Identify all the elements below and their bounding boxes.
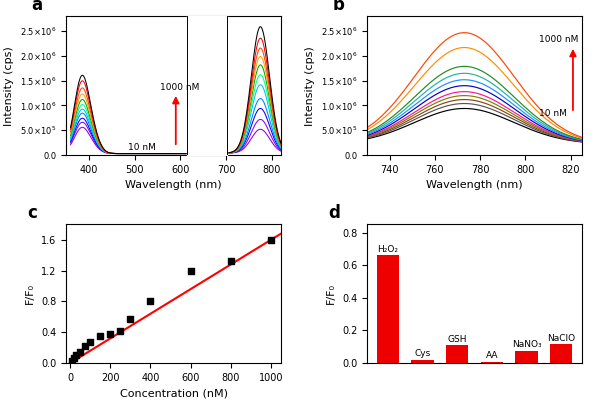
Bar <box>446 345 469 363</box>
Y-axis label: Intensity (cps): Intensity (cps) <box>4 46 14 126</box>
Text: a: a <box>32 0 43 13</box>
Point <box>69 355 79 361</box>
Bar <box>550 344 572 363</box>
Point <box>226 258 236 265</box>
Point <box>125 316 135 322</box>
Text: Cys: Cys <box>415 349 431 358</box>
Text: 1000 nM: 1000 nM <box>160 83 199 92</box>
Bar <box>481 362 503 363</box>
Bar <box>377 255 399 363</box>
Text: d: d <box>328 204 340 222</box>
Point <box>106 330 115 337</box>
Point <box>71 352 81 359</box>
Point <box>146 298 155 305</box>
Text: GSH: GSH <box>448 335 467 344</box>
Text: 1000 nM: 1000 nM <box>539 35 578 44</box>
Point <box>75 348 85 355</box>
Bar <box>411 359 434 363</box>
Text: H₂O₂: H₂O₂ <box>377 245 398 254</box>
Text: 10 nM: 10 nM <box>539 109 567 118</box>
Text: NaClO: NaClO <box>547 334 575 343</box>
X-axis label: Wavelength (nm): Wavelength (nm) <box>426 180 523 190</box>
X-axis label: Concentration (nM): Concentration (nM) <box>119 388 227 398</box>
Text: c: c <box>28 204 37 222</box>
Point <box>80 343 90 349</box>
Point <box>67 357 77 364</box>
Text: b: b <box>332 0 344 13</box>
Point <box>266 237 276 243</box>
Y-axis label: Intensity (cps): Intensity (cps) <box>305 46 316 126</box>
Bar <box>515 351 538 363</box>
Y-axis label: F/F₀: F/F₀ <box>326 283 337 304</box>
Text: 10 nM: 10 nM <box>128 143 155 152</box>
Y-axis label: F/F₀: F/F₀ <box>25 283 35 304</box>
X-axis label: Wavelength (nm): Wavelength (nm) <box>125 180 222 190</box>
Point <box>186 268 196 275</box>
Text: NaNO₃: NaNO₃ <box>512 340 541 349</box>
Point <box>85 338 95 345</box>
Text: AA: AA <box>485 351 498 360</box>
Point <box>115 328 125 334</box>
Point <box>95 333 105 339</box>
